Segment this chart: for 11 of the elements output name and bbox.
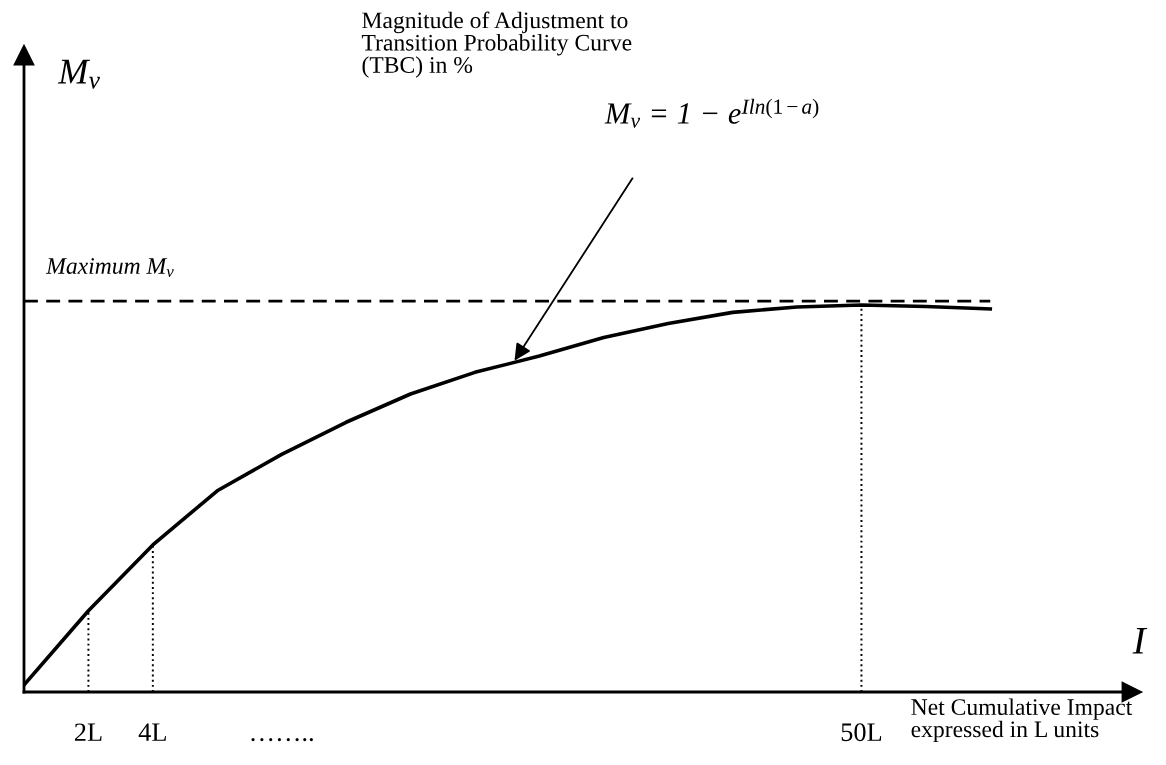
text: Magnitude of Adjustment to Transition Probability Curve (TBC) in % (361, 11, 632, 78)
ref-line-label: Maximum M$_{v}$ (45, 258, 174, 278)
x-tick-label: 4L (138, 723, 166, 741)
x-tick-label: …….. (251, 738, 313, 742)
text: Net Cumulative Impact expressed in L units (911, 698, 1133, 743)
x-tick-label: 50L (841, 723, 882, 742)
text: M$_{v}$ (57, 59, 100, 89)
x-tick-label: 2L (74, 723, 102, 741)
text: = 1 − e$^{Iln(1−a)}$ (651, 98, 819, 124)
x-axis-title: I (1132, 627, 1148, 654)
text: M$_{v}$ (604, 103, 641, 128)
